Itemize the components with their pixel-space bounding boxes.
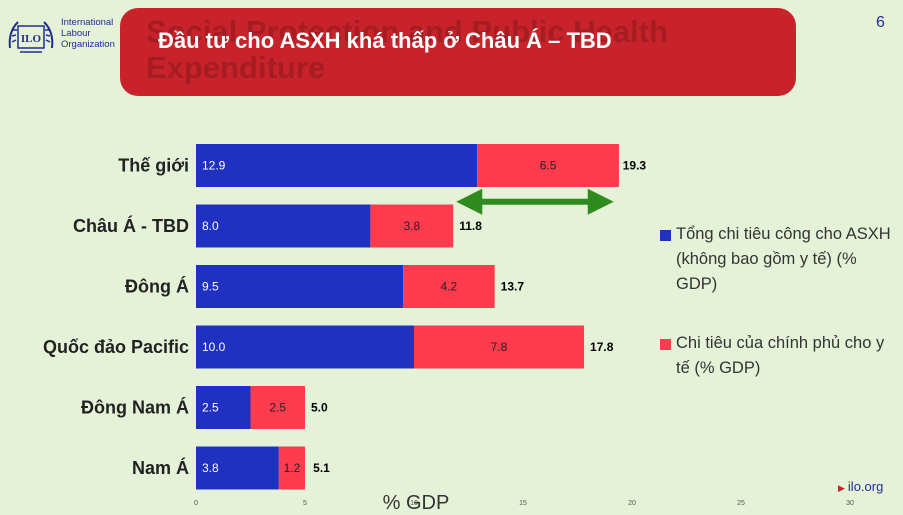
comparison-arrow-right-head	[587, 188, 614, 215]
bar-health	[403, 265, 495, 308]
bar-value-label: 9.5	[202, 280, 219, 294]
total-value-label: 13.7	[501, 280, 525, 294]
bar-value-label: 3.8	[202, 461, 219, 475]
bar-value-label: 4.2	[441, 280, 458, 294]
slide-title: Đầu tư cho ASXH khá thấp ở Châu Á – TBD	[158, 28, 612, 53]
x-tick-label: 5	[303, 500, 307, 507]
total-value-label: 5.0	[311, 401, 328, 415]
org-name-line2: Labour	[61, 28, 91, 39]
play-triangle-icon: ▶	[838, 483, 845, 493]
legend-item-health: Chi tiêu của chính phủ cho y tế (% GDP)	[660, 331, 892, 381]
bar-social-protection	[196, 204, 371, 248]
comparison-arrow-left-head	[456, 188, 483, 215]
bar-value-label: 3.8	[403, 219, 420, 233]
category-label: Nam Á	[132, 457, 189, 478]
legend-swatch-health	[660, 339, 671, 350]
bar-value-label: 2.5	[202, 401, 219, 415]
bar-social-protection	[196, 386, 251, 429]
category-label: Quốc đảo Pacific	[43, 337, 189, 357]
org-name-line3: Organization	[61, 39, 115, 50]
org-name-line1: International	[61, 17, 114, 28]
ghost-title: Social Protection and Public Health Expe…	[146, 14, 668, 85]
x-tick-label: 20	[628, 500, 636, 507]
category-label: Châu Á - TBD	[73, 215, 189, 236]
bar-value-label: 1.2	[284, 461, 301, 475]
total-value-label: 17.8	[590, 340, 614, 354]
bar-value-label: 6.5	[540, 159, 557, 173]
x-axis-title: % GDP	[383, 492, 450, 514]
x-tick-label: 30	[846, 500, 854, 507]
bar-social-protection	[196, 446, 279, 490]
footer-site: ilo.org	[847, 479, 884, 494]
total-value-label: 5.1	[313, 461, 330, 475]
x-tick-label: 15	[519, 500, 527, 507]
bar-value-label: 8.0	[202, 219, 219, 233]
bar-health	[414, 325, 585, 369]
category-label: Đông Á	[125, 276, 189, 297]
logo-mark: ILO	[21, 33, 42, 45]
x-tick-label: 10	[410, 500, 418, 507]
total-value-label: 19.3	[623, 159, 647, 173]
title-banner: Social Protection and Public Health Expe…	[120, 8, 796, 96]
ilo-logo: ILO International Labour Organization	[6, 14, 122, 56]
bar-social-protection	[196, 265, 404, 308]
x-tick-label: 25	[737, 500, 745, 507]
bar-health	[477, 144, 619, 187]
page-number: 6	[876, 14, 885, 31]
bar-health	[278, 446, 305, 490]
bar-social-protection	[196, 144, 478, 187]
bar-value-label: 10.0	[202, 340, 226, 354]
bar-social-protection	[196, 325, 414, 369]
footer-link[interactable]: ▶ ilo.org	[838, 479, 883, 494]
legend-swatch-social-protection	[660, 230, 671, 241]
legend-item-social-protection: Tổng chi tiêu công cho ASXH (không bao g…	[660, 222, 892, 297]
bar-health	[250, 386, 305, 429]
bar-value-label: 7.8	[491, 340, 508, 354]
category-label: Đông Nam Á	[81, 397, 189, 418]
ilo-emblem-icon: ILO	[8, 21, 54, 53]
bar-value-label: 12.9	[202, 159, 226, 173]
x-tick-label: 0	[194, 500, 198, 507]
bar-health	[370, 204, 454, 248]
legend-label-social-protection: Tổng chi tiêu công cho ASXH (không bao g…	[676, 225, 891, 293]
org-name: International Labour Organization	[61, 17, 115, 50]
legend-label-health: Chi tiêu của chính phủ cho y tế (% GDP)	[676, 334, 885, 377]
total-value-label: 11.8	[459, 219, 482, 233]
category-label: Thế giới	[118, 156, 189, 176]
bar-value-label: 2.5	[269, 401, 286, 415]
chart-legend: Tổng chi tiêu công cho ASXH (không bao g…	[660, 222, 892, 415]
